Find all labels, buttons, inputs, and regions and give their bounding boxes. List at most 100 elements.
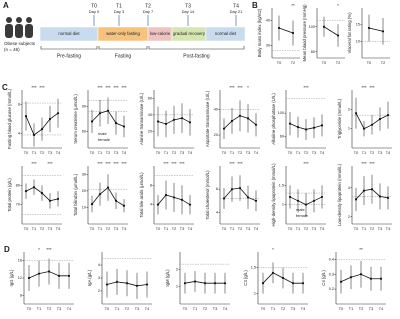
point xyxy=(386,196,390,199)
point xyxy=(47,270,51,273)
significance: *** xyxy=(39,85,45,90)
x-tick-label: T2 xyxy=(281,307,285,311)
x-tick-label: T2 xyxy=(47,307,51,311)
y-tick-label: 16 xyxy=(18,259,22,263)
x-tick-label: T1 xyxy=(362,227,366,231)
significance: *** xyxy=(361,85,367,90)
y-tick-label: 0.3 xyxy=(329,272,334,276)
note: female xyxy=(296,213,309,218)
x-tick-label: T3 xyxy=(135,307,139,311)
y-tick-label: 2 xyxy=(348,107,350,111)
point xyxy=(24,190,28,193)
y-axis-label: C3 (g/L) xyxy=(243,270,248,286)
y-tick-label: 60 xyxy=(280,134,284,138)
point xyxy=(135,284,139,287)
point xyxy=(322,25,326,28)
point xyxy=(40,191,44,195)
significance: *** xyxy=(113,85,119,90)
y-axis-label: Fasting blood glucose (mmol/L) xyxy=(7,88,12,149)
x-tick-label: T4 xyxy=(320,227,324,231)
x-tick-label: T2 xyxy=(381,61,385,65)
x-tick-label: T3 xyxy=(114,227,118,231)
x-tick-label: T4 xyxy=(145,307,149,311)
x-tick-label: T2 xyxy=(172,227,176,231)
y-axis-label: Mean blood pressure (mmHg) xyxy=(302,4,307,62)
point xyxy=(222,127,226,130)
x-tick-label: T2 xyxy=(106,227,110,231)
point xyxy=(122,125,126,128)
time-day: Day 14 xyxy=(182,9,195,14)
point xyxy=(156,120,160,123)
point xyxy=(296,126,300,129)
x-tick-label: T4 xyxy=(56,227,60,231)
y-tick-label: 0.2 xyxy=(329,287,334,291)
x-tick-label: T3 xyxy=(180,227,184,231)
point xyxy=(246,117,250,120)
significance: *** xyxy=(237,85,243,90)
y-tick-label: 4 xyxy=(348,186,350,190)
y-tick-label: 20 xyxy=(214,133,218,137)
line xyxy=(323,26,339,36)
y-tick-label: 2 xyxy=(348,215,350,219)
x-tick-label: T0 xyxy=(261,307,265,311)
y-tick-label: 12 xyxy=(18,276,22,280)
point xyxy=(369,277,373,280)
x-tick-label: T0 xyxy=(156,151,160,155)
x-tick-label: T2 xyxy=(238,151,242,155)
y-tick-label: 6 xyxy=(216,187,218,191)
note: male xyxy=(98,131,107,136)
point xyxy=(98,193,102,196)
y-tick-label: 15 xyxy=(356,23,360,27)
point xyxy=(238,114,242,117)
y-tick-label: 1 xyxy=(282,203,284,207)
significance: ** xyxy=(291,3,295,8)
y-tick-label: 10 xyxy=(82,205,86,209)
significance: *** xyxy=(229,161,235,166)
phase-bar xyxy=(205,26,246,42)
y-tick-label: 3 xyxy=(98,276,100,280)
point xyxy=(261,282,265,285)
x-tick-label: T3 xyxy=(213,307,217,311)
x-tick-label: T1 xyxy=(98,151,102,155)
point xyxy=(222,197,226,200)
point xyxy=(378,117,382,121)
point xyxy=(180,198,184,201)
significance: *** xyxy=(369,161,375,166)
x-tick-label: T4 xyxy=(223,307,227,311)
y-tick-label: 90 xyxy=(82,105,86,109)
y-axis-label: Alkaline phosphatase (U/L) xyxy=(271,93,276,145)
x-tick-label: T2 xyxy=(336,61,340,65)
point xyxy=(336,34,340,37)
x-tick-label: T4 xyxy=(254,151,258,155)
time-day: Day 0 xyxy=(89,9,100,14)
x-tick-label: T3 xyxy=(180,151,184,155)
significance: * xyxy=(337,3,339,8)
note: female xyxy=(98,137,111,142)
y-axis-label: Low-density lipoprotein (mmol/L) xyxy=(337,163,342,226)
x-tick-label: T1 xyxy=(193,307,197,311)
point xyxy=(172,118,176,121)
x-tick-label: T3 xyxy=(378,227,382,231)
x-tick-label: T1 xyxy=(37,307,41,311)
x-tick-label: T0 xyxy=(277,61,281,65)
x-tick-label: T0 xyxy=(222,151,226,155)
x-tick-label: T1 xyxy=(115,307,119,311)
x-tick-label: T2 xyxy=(40,151,44,155)
point xyxy=(304,203,308,206)
y-tick-label: 10 xyxy=(356,39,360,43)
x-tick-label: T3 xyxy=(114,151,118,155)
x-tick-label: T3 xyxy=(57,307,61,311)
y-tick-label: 100 xyxy=(309,25,315,29)
significance: *** xyxy=(113,161,119,166)
subjects-n: (n = 46) xyxy=(4,47,20,52)
panel-label: B xyxy=(252,1,258,10)
x-tick-label: T4 xyxy=(188,227,192,231)
phase-label: gradual recovery xyxy=(173,31,206,36)
point xyxy=(288,122,292,125)
y-axis-label: Aspartate transaminase (U/L) xyxy=(205,90,210,147)
y-tick-label: 70 xyxy=(16,203,20,207)
x-tick-label: T0 xyxy=(288,151,292,155)
y-tick-label: 60 xyxy=(148,96,152,100)
line xyxy=(368,27,384,32)
significance: *** xyxy=(179,161,185,166)
